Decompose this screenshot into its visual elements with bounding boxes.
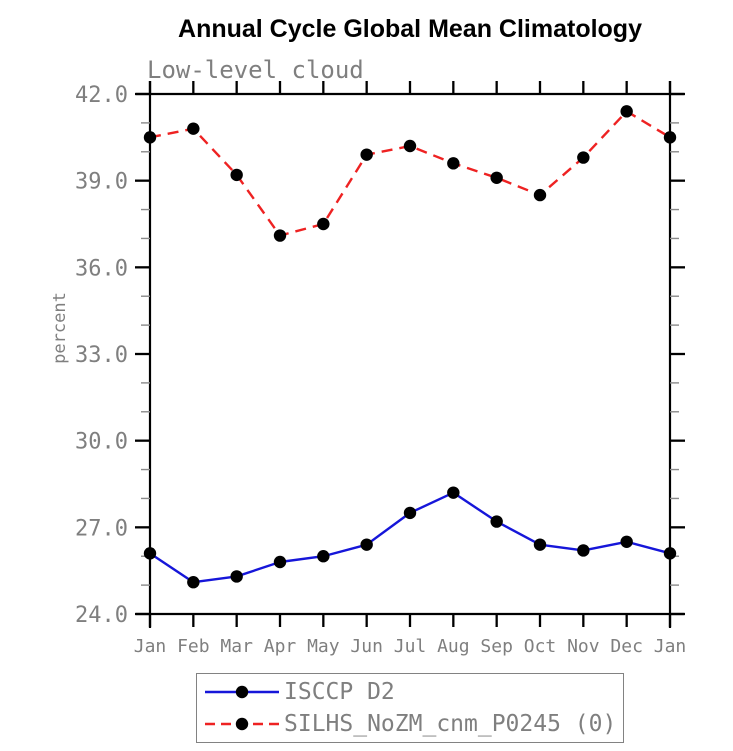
x-tick-label: Aug <box>437 636 470 657</box>
data-point-marker <box>187 122 200 135</box>
legend-marker-dot-icon <box>235 685 249 699</box>
data-point-marker <box>490 171 503 184</box>
x-tick-label: Apr <box>264 636 297 657</box>
x-tick-label: Jul <box>394 636 427 657</box>
y-axis-major-ticks <box>135 92 685 616</box>
data-point-marker <box>230 570 243 583</box>
data-point-marker <box>447 157 460 170</box>
chart-title: Annual Cycle Global Mean Climatology <box>178 15 642 43</box>
data-point-marker <box>187 576 200 589</box>
data-point-marker <box>663 547 677 560</box>
legend-label-series-1: ISCCP D2 <box>284 679 395 705</box>
x-tick-label: May <box>307 636 340 657</box>
legend-line-sample-solid <box>205 685 279 699</box>
data-point-marker <box>273 229 287 242</box>
data-point-marker <box>490 515 503 528</box>
legend-marker-dot-icon <box>235 717 249 731</box>
data-point-marker <box>620 105 633 118</box>
data-point-marker <box>360 538 373 551</box>
series-0-markers <box>143 486 677 589</box>
data-point-marker <box>447 486 460 499</box>
data-point-marker <box>533 538 547 551</box>
data-point-marker <box>230 168 243 182</box>
series-1-markers <box>143 105 677 242</box>
legend-label-series-2: SILHS_NoZM_cnm_P0245 (0) <box>284 711 617 737</box>
legend-item-silhs: SILHS_NoZM_cnm_P0245 (0) <box>202 708 623 740</box>
y-axis-minor-ticks <box>141 122 679 586</box>
x-axis-ticks <box>148 81 672 627</box>
data-point-marker <box>317 217 330 231</box>
series-line-0 <box>149 491 671 584</box>
data-point-marker <box>317 550 330 563</box>
legend: ISCCP D2 SILHS_NoZM_cnm_P0245 (0) <box>196 673 624 743</box>
y-tick-label: 27.0 <box>75 516 128 541</box>
x-tick-label: Jun <box>350 636 383 657</box>
x-tick-label: Jan <box>134 636 167 657</box>
data-point-marker <box>403 506 417 520</box>
data-point-marker <box>403 139 417 153</box>
x-tick-label: Jan <box>654 636 687 657</box>
legend-item-isccp: ISCCP D2 <box>202 676 623 708</box>
y-tick-label: 42.0 <box>75 83 128 108</box>
data-point-marker <box>143 131 157 144</box>
y-tick-label: 36.0 <box>75 256 128 281</box>
y-tick-label: 39.0 <box>75 170 128 195</box>
data-point-marker <box>620 535 633 548</box>
data-point-marker <box>577 544 590 557</box>
y-tick-label: 33.0 <box>75 343 128 368</box>
legend-line-sample-dashed <box>205 717 279 731</box>
x-tick-label: Nov <box>567 636 600 657</box>
x-tick-label: Feb <box>177 636 210 657</box>
x-tick-label: Sep <box>480 636 513 657</box>
data-point-marker <box>663 131 677 144</box>
y-tick-label: 24.0 <box>75 603 128 628</box>
series-line-1 <box>149 110 671 237</box>
x-tick-label: Oct <box>524 636 557 657</box>
data-point-marker <box>143 547 157 560</box>
data-point-marker <box>577 151 590 164</box>
data-point-marker <box>533 188 547 202</box>
x-tick-label: Mar <box>220 636 253 657</box>
x-tick-label: Dec <box>610 636 643 657</box>
data-point-marker <box>360 148 373 161</box>
data-point-marker <box>273 555 287 569</box>
chart-subtitle: Low-level cloud <box>147 56 364 84</box>
y-tick-label: 30.0 <box>75 430 128 455</box>
